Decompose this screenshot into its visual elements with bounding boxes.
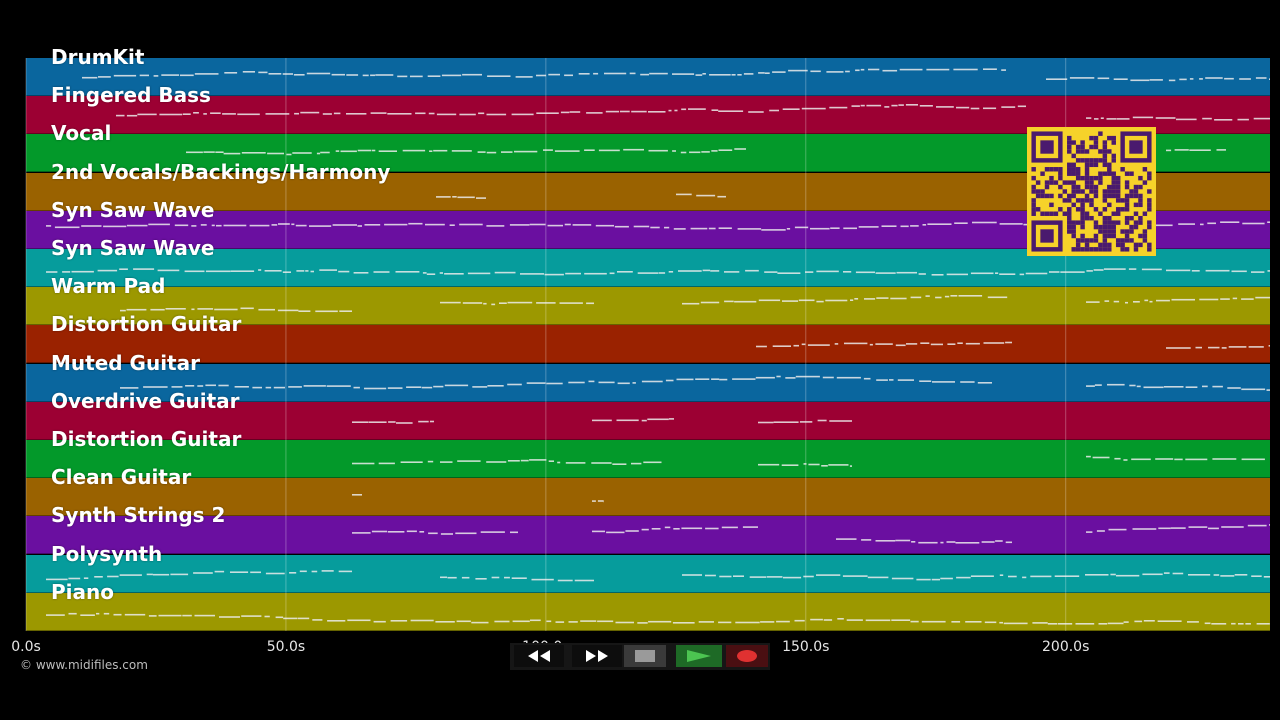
- note-lane: [46, 569, 1270, 581]
- stop-icon: [635, 650, 655, 662]
- note-lane: [120, 295, 1270, 313]
- record-icon: [737, 650, 757, 662]
- track-row[interactable]: [26, 401, 1270, 440]
- track-label: Warm Pad: [51, 274, 166, 299]
- time-tick-label: 50.0s: [266, 639, 306, 655]
- track-row[interactable]: [26, 363, 1270, 402]
- fast-forward-button[interactable]: [572, 645, 622, 667]
- record-button[interactable]: [726, 645, 768, 667]
- note-lane: [46, 221, 1270, 231]
- qr-code-icon: [1027, 127, 1156, 256]
- track-row[interactable]: [26, 592, 1270, 631]
- track-row[interactable]: [26, 554, 1270, 593]
- track-label: Distortion Guitar: [51, 312, 242, 337]
- track-row[interactable]: [26, 58, 1270, 96]
- track-row[interactable]: [26, 287, 1270, 326]
- rewind-button[interactable]: [514, 645, 564, 667]
- play-icon: [687, 650, 711, 662]
- track-label: 2nd Vocals/Backings/Harmony: [51, 159, 391, 184]
- transport-controls: [510, 643, 770, 670]
- note-lane: [186, 148, 1226, 156]
- track-label: Distortion Guitar: [51, 427, 242, 451]
- note-lane: [120, 375, 1270, 391]
- track-row[interactable]: [26, 325, 1270, 364]
- track-row[interactable]: [26, 516, 1270, 555]
- track-row[interactable]: [26, 440, 1270, 478]
- note-lane: [352, 524, 1270, 544]
- note-lane: [756, 342, 1270, 350]
- track-label: DrumKit: [51, 45, 145, 69]
- note-lane: [116, 104, 1270, 121]
- note-lane: [46, 612, 1270, 625]
- time-tick-label: 200.0s: [1042, 639, 1090, 655]
- track-label: Syn Saw Wave: [51, 197, 215, 222]
- copyright-text: © www.midifiles.com: [20, 658, 148, 672]
- track-label: Syn Saw Wave: [51, 236, 215, 260]
- track-label: Muted Guitar: [51, 350, 200, 375]
- note-lane: [436, 193, 726, 199]
- stop-button[interactable]: [624, 645, 666, 667]
- piano-roll[interactable]: [26, 58, 1270, 631]
- track-label: Vocal: [51, 121, 112, 146]
- time-tick-label: 0.0s: [11, 639, 41, 655]
- track-label: Overdrive Guitar: [51, 388, 240, 413]
- track-label: Fingered Bass: [51, 83, 211, 108]
- rewind-icon: [528, 650, 550, 662]
- time-tick-label: 150.0s: [782, 639, 830, 655]
- track-label: Synth Strings 2: [51, 503, 226, 528]
- track-label: Clean Guitar: [51, 465, 192, 490]
- note-lane: [46, 268, 1270, 276]
- note-lane: [352, 455, 1265, 467]
- track-label: Piano: [51, 579, 114, 604]
- note-lane: [352, 494, 604, 503]
- fast-forward-icon: [586, 650, 608, 662]
- play-button[interactable]: [676, 645, 722, 667]
- track-label: Polysynth: [51, 541, 163, 566]
- note-lane: [352, 417, 852, 424]
- note-lane: [82, 68, 1270, 82]
- track-row[interactable]: [26, 478, 1270, 517]
